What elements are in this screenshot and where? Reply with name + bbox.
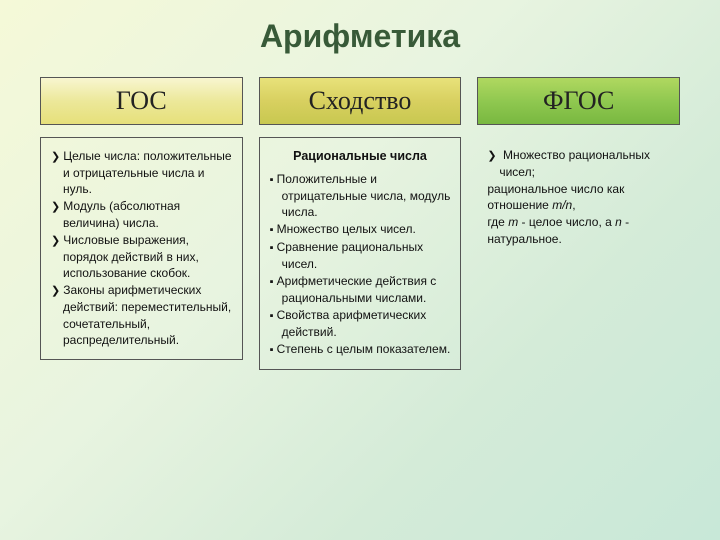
sim-item: Степень с целым показателем. xyxy=(270,341,451,358)
fgos-line: где m - целое число, а n - натуральное. xyxy=(487,214,670,246)
columns-container: ГОС Целые числа: положительные и отрицат… xyxy=(40,77,680,370)
column-gos: ГОС Целые числа: положительные и отрицат… xyxy=(40,77,243,370)
column-fgos: ФГОС Множество рациональных чисел; рацио… xyxy=(477,77,680,370)
fgos-ital: m/n xyxy=(552,198,572,212)
gos-item: Модуль (абсолютная величина) числа. xyxy=(51,198,232,231)
gos-item: Числовые выражения, порядок действий в н… xyxy=(51,232,232,281)
fgos-text: - целое число, а xyxy=(518,215,615,229)
body-fgos: Множество рациональных чисел; рациональн… xyxy=(477,137,680,258)
sim-item: Сравнение рациональных чисел. xyxy=(270,239,451,272)
gos-item: Целые числа: положительные и отрицательн… xyxy=(51,148,232,197)
similarity-subhead: Рациональные числа xyxy=(270,148,451,165)
column-similarity: Сходство Рациональные числа Положительны… xyxy=(259,77,462,370)
fgos-text: Множество рациональных чисел; xyxy=(499,148,650,179)
slide-title: Арифметика xyxy=(40,18,680,55)
sim-item: Арифметические действия с рациональными … xyxy=(270,273,451,306)
fgos-text: , xyxy=(572,198,575,212)
body-gos: Целые числа: положительные и отрицательн… xyxy=(40,137,243,360)
gos-item: Законы арифметических действий: перемест… xyxy=(51,282,232,347)
header-fgos: ФГОС xyxy=(477,77,680,125)
body-similarity: Рациональные числа Положительные и отриц… xyxy=(259,137,462,370)
fgos-ital: n xyxy=(615,215,622,229)
header-similarity: Сходство xyxy=(259,77,462,125)
sim-item: Множество целых чисел. xyxy=(270,221,451,238)
sim-item: Свойства арифметических действий. xyxy=(270,307,451,340)
fgos-item: Множество рациональных чисел; xyxy=(487,147,670,180)
fgos-line: рациональное число как отношение m/n, xyxy=(487,181,670,213)
fgos-ital: m xyxy=(508,215,518,229)
fgos-text: где xyxy=(487,215,508,229)
sim-item: Положительные и отрицательные числа, мод… xyxy=(270,171,451,220)
header-gos: ГОС xyxy=(40,77,243,125)
